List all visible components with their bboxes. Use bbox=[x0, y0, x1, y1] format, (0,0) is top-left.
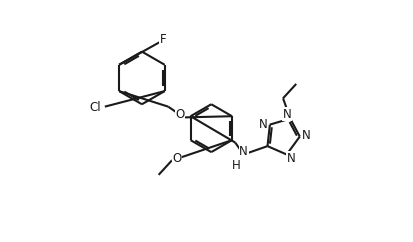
Text: N: N bbox=[301, 129, 310, 142]
Text: N: N bbox=[283, 108, 292, 121]
Text: H: H bbox=[232, 159, 241, 172]
Text: F: F bbox=[159, 33, 166, 46]
Text: O: O bbox=[173, 151, 182, 165]
Text: Cl: Cl bbox=[90, 101, 101, 114]
Text: O: O bbox=[176, 108, 185, 121]
Text: N: N bbox=[287, 151, 296, 165]
Text: N: N bbox=[259, 118, 268, 131]
Text: N: N bbox=[239, 145, 248, 158]
